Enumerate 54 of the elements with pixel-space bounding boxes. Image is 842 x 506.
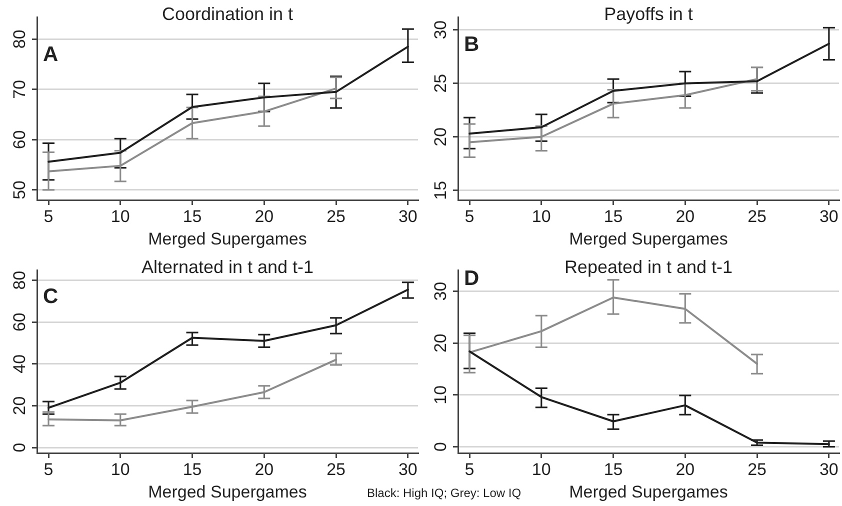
annotation: D	[464, 266, 480, 290]
chart-title: Alternated in t and t-1	[141, 256, 314, 277]
y-tick-label: 80	[10, 30, 30, 49]
x-tick-label: 20	[676, 460, 695, 479]
x-tick-label: 10	[110, 460, 130, 479]
x-tick-label: 15	[182, 460, 202, 479]
x-axis-title: Merged Supergames	[148, 229, 307, 248]
x-tick-label: 20	[676, 206, 695, 226]
y-tick-label: 20	[431, 127, 450, 146]
y-tick-label: 30	[431, 20, 450, 40]
y-tick-label: 60	[10, 312, 30, 332]
y-tick-label: 80	[10, 270, 30, 290]
x-tick-label: 25	[326, 206, 346, 226]
x-tick-label: 5	[464, 206, 474, 226]
x-tick-label: 20	[254, 206, 274, 226]
x-tick-label: 30	[398, 206, 418, 226]
y-tick-label: 20	[431, 334, 450, 353]
x-tick-label: 20	[254, 460, 274, 479]
y-tick-label: 0	[431, 442, 450, 452]
chart-title: Payoffs in t	[604, 4, 693, 24]
x-axis-title: Merged Supergames	[569, 229, 728, 248]
x-tick-label: 30	[398, 460, 418, 479]
y-tick-label: 60	[10, 130, 30, 150]
annotation: B	[464, 32, 480, 56]
y-tick-label: 20	[10, 396, 30, 416]
x-tick-label: 30	[819, 460, 838, 479]
y-tick-label: 25	[431, 74, 450, 93]
chart-title: Coordination in t	[162, 4, 294, 24]
x-axis-title: Merged Supergames	[148, 482, 307, 502]
annotation: C	[43, 284, 58, 308]
chart-title: Repeated in t and t-1	[564, 256, 733, 277]
text: Black: High IQ; Grey: Low IQ	[367, 486, 522, 500]
x-tick-label: 25	[748, 206, 767, 226]
x-tick-label: 10	[532, 206, 551, 226]
x-tick-label: 25	[326, 460, 346, 479]
x-axis-title: Merged Supergames	[569, 482, 728, 502]
y-tick-label: 50	[10, 180, 30, 200]
x-tick-label: 25	[748, 460, 767, 479]
x-tick-label: 10	[532, 460, 551, 479]
x-tick-label: 30	[819, 206, 838, 226]
x-tick-label: 5	[44, 206, 54, 226]
y-tick-label: 30	[431, 282, 450, 301]
y-tick-label: 10	[431, 385, 450, 404]
x-tick-label: 5	[464, 460, 474, 479]
y-tick-label: 15	[431, 180, 450, 200]
y-tick-label: 0	[10, 442, 30, 452]
y-tick-label: 40	[10, 354, 30, 374]
annotation: A	[43, 42, 58, 66]
y-tick-label: 70	[10, 80, 30, 99]
x-tick-label: 15	[604, 206, 623, 226]
x-tick-label: 10	[110, 206, 130, 226]
x-tick-label: 5	[44, 460, 54, 479]
x-tick-label: 15	[604, 460, 623, 479]
x-tick-label: 15	[182, 206, 202, 226]
